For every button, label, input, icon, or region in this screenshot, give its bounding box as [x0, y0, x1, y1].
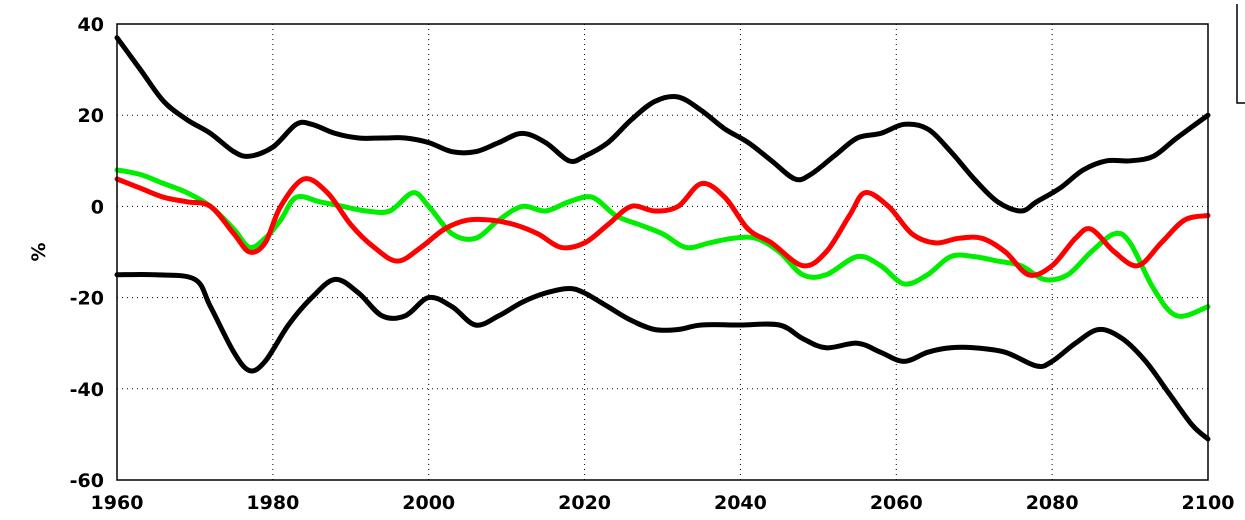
- y-tick-label: 20: [78, 105, 104, 127]
- x-tick-label: 2100: [1182, 492, 1235, 514]
- series-lines: [114, 35, 1211, 442]
- x-tick-label: 2040: [714, 492, 767, 514]
- x-tick-label: 2000: [402, 492, 455, 514]
- x-tick-label: 2080: [1026, 492, 1079, 514]
- series-line-1: [114, 35, 1211, 214]
- y-axis-label: %: [28, 242, 50, 261]
- y-tick-label: 0: [91, 196, 104, 218]
- x-tick-label: 1960: [91, 492, 144, 514]
- series-line-4: [114, 176, 1211, 278]
- legend-box: [1236, 4, 1245, 104]
- series-line-2: [114, 271, 1211, 442]
- grid-lines: [117, 24, 1208, 480]
- y-tick-label: 40: [78, 14, 104, 36]
- x-tick-label: 2020: [558, 492, 611, 514]
- x-tick-label: 1980: [246, 492, 299, 514]
- y-tick-label: -40: [70, 379, 104, 401]
- plot-frame: [116, 23, 1209, 481]
- y-tick-label: -20: [70, 288, 104, 310]
- tick-labels: 1960 1980 2000 2020 2040 2060 2080 2100-60-40-2…: [70, 14, 1235, 514]
- y-tick-label: -60: [70, 470, 104, 492]
- x-tick-label: 2060: [870, 492, 923, 514]
